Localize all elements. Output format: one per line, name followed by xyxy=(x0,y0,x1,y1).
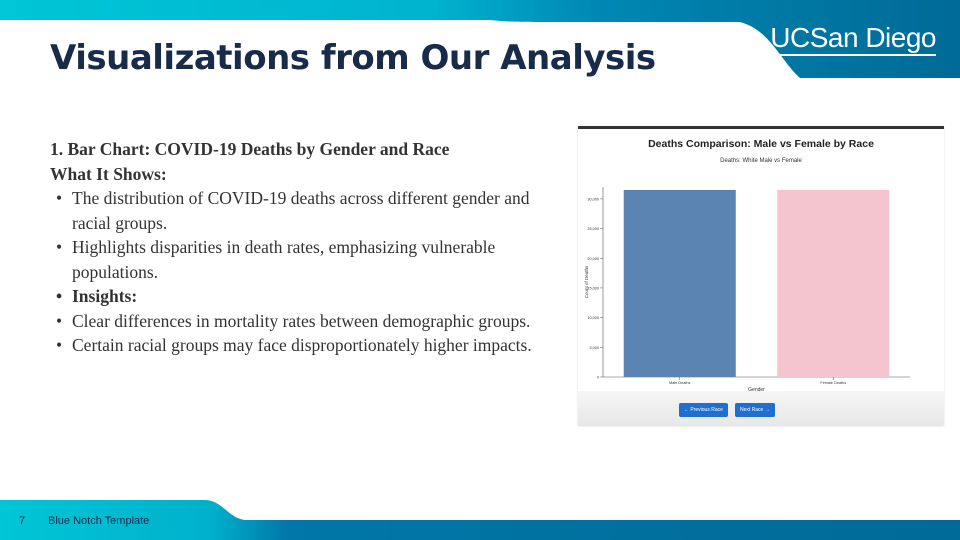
bullet-text: Clear differences in mortality rates bet… xyxy=(72,310,531,331)
bullet-text: Insights: xyxy=(72,286,138,306)
previous-race-button[interactable]: ← Previous Race xyxy=(679,403,728,417)
next-race-button[interactable]: Next Race → xyxy=(735,403,775,417)
y-tick-label: 0 xyxy=(597,376,599,380)
chart-heading: 1. Bar Chart: COVID-19 Deaths by Gender … xyxy=(50,139,450,159)
bar xyxy=(623,189,736,377)
logo-uc: UC xyxy=(770,22,810,53)
bullet-item: • The distribution of COVID-19 deaths acr… xyxy=(50,186,570,235)
bar xyxy=(777,189,890,377)
bullet-item-insights: • Insights: xyxy=(50,284,570,309)
chart-subtitle: Deaths: White Male vs Female xyxy=(720,158,802,164)
bullet-marker: • xyxy=(56,310,63,331)
slide-body: 1. Bar Chart: COVID-19 Deaths by Gender … xyxy=(50,137,570,358)
y-tick-label: 10,000 xyxy=(587,316,599,320)
chart-title: Deaths Comparison: Male vs Female by Rac… xyxy=(648,138,874,150)
y-tick-label: 5,000 xyxy=(589,346,599,350)
page-number: 7 xyxy=(19,515,26,527)
bullet-text: Highlights disparities in death rates, e… xyxy=(72,237,496,282)
bullet-text: Certain racial groups may face dispropor… xyxy=(72,335,532,355)
bullet-item: • Highlights disparities in death rates, … xyxy=(50,235,570,284)
footer-label: Blue Notch Template xyxy=(48,515,150,527)
chart-screenshot: Deaths Comparison: Male vs Female by Rac… xyxy=(578,126,944,425)
y-tick-label: 30,000 xyxy=(587,197,599,201)
bullet-marker: • xyxy=(56,335,63,355)
bullet-item: • Clear differences in mortality rates be… xyxy=(50,309,570,334)
x-tick-label: Male Deaths xyxy=(669,381,690,385)
slide-title: Visualizations from Our Analysis xyxy=(50,38,656,78)
y-tick-label: 20,000 xyxy=(587,257,599,261)
bottom-banner xyxy=(0,500,960,540)
bullet-text: The distribution of COVID-19 deaths acro… xyxy=(72,188,530,233)
x-tick-label: Female Deaths xyxy=(820,381,846,385)
bullet-marker: • xyxy=(56,237,63,257)
y-tick-label: 25,000 xyxy=(587,227,599,231)
what-it-shows-heading: What It Shows: xyxy=(50,163,167,184)
bullet-marker: • xyxy=(56,188,63,208)
bullet-list: • The distribution of COVID-19 deaths acr… xyxy=(50,186,570,358)
bar-chart: 0 5,000 10,000 15,000 20,000 25,000 30,000 Male… xyxy=(584,187,910,393)
top-banner xyxy=(0,0,960,78)
bullet-item: • Certain racial groups may face dispropo… xyxy=(50,333,570,358)
bullet-marker: • xyxy=(56,286,63,306)
x-axis-label: Gender xyxy=(748,387,765,393)
y-tick-label: 15,000 xyxy=(587,286,599,290)
logo-underline xyxy=(770,54,936,56)
logo-name: San Diego xyxy=(809,22,937,53)
y-axis-label: Count of Deaths xyxy=(584,265,589,298)
ucsd-logo: UCSan Diego xyxy=(770,20,937,56)
